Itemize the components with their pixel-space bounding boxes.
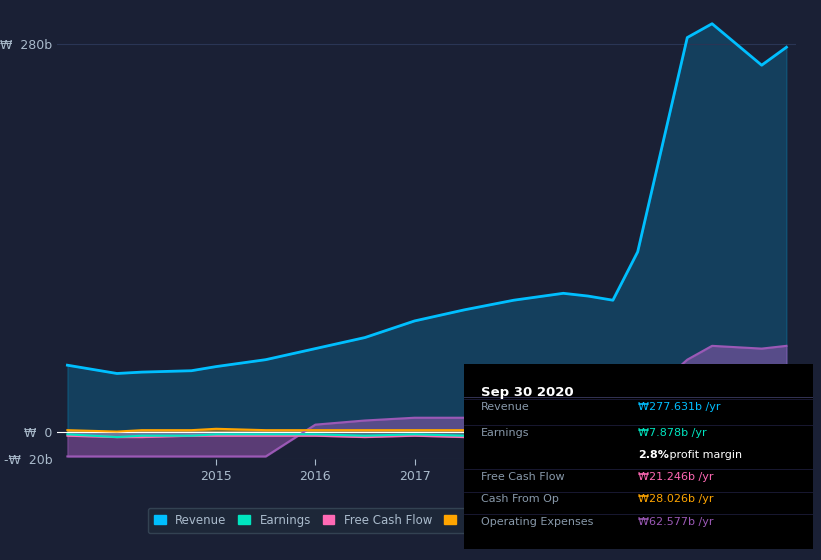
Text: ₩62.577b /yr: ₩62.577b /yr [639,517,713,526]
Text: Free Cash Flow: Free Cash Flow [481,472,565,482]
Legend: Revenue, Earnings, Free Cash Flow, Cash From Op, Operating Expenses: Revenue, Earnings, Free Cash Flow, Cash … [148,508,706,533]
Text: ₩7.878b /yr: ₩7.878b /yr [639,428,707,438]
Text: ₩28.026b /yr: ₩28.026b /yr [639,494,713,505]
Text: Revenue: Revenue [481,402,530,412]
Text: 2.8%: 2.8% [639,450,669,460]
Text: Sep 30 2020: Sep 30 2020 [481,386,574,399]
Text: Earnings: Earnings [481,428,530,438]
Text: ₩277.631b /yr: ₩277.631b /yr [639,402,721,412]
Text: ₩21.246b /yr: ₩21.246b /yr [639,472,713,482]
Text: profit margin: profit margin [667,450,742,460]
Text: Cash From Op: Cash From Op [481,494,559,505]
Text: Operating Expenses: Operating Expenses [481,517,594,526]
